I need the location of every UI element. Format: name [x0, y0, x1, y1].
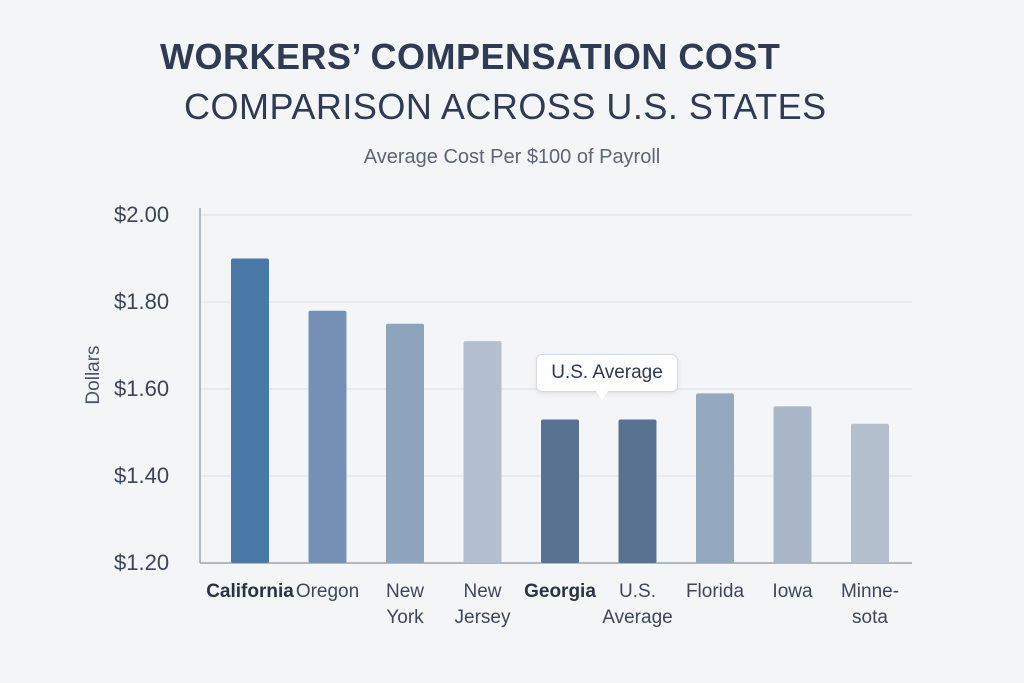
- bar: [386, 323, 424, 563]
- y-tick-label: $2.00: [114, 202, 169, 227]
- bar: [851, 423, 889, 563]
- y-axis-label: Dollars: [83, 345, 104, 404]
- callout-tail: [596, 391, 608, 400]
- chart-title-line1: WORKERS’ COMPENSATION COST: [160, 36, 781, 77]
- x-tick-label: Minne-: [841, 581, 899, 602]
- x-tick-label: Georgia: [524, 581, 596, 602]
- y-tick-label: $1.60: [114, 376, 169, 401]
- bar: [618, 419, 657, 563]
- x-tick-label: New: [463, 581, 501, 602]
- x-tick-label: Jersey: [455, 607, 511, 628]
- x-tick-label: Florida: [686, 581, 745, 602]
- x-tick-label: Average: [602, 607, 672, 628]
- y-tick-label: $1.80: [114, 289, 169, 314]
- x-tick-label: U.S.: [619, 581, 656, 602]
- bar: [463, 341, 502, 563]
- x-tick-label: California: [206, 581, 294, 602]
- us-average-callout: U.S. Average: [536, 354, 678, 392]
- chart-subtitle: Average Cost Per $100 of Payroll: [363, 146, 661, 168]
- chart-title-line2: COMPARISON ACROSS U.S. STATES: [184, 86, 827, 127]
- bar: [231, 258, 269, 563]
- x-tick-label: Iowa: [772, 581, 813, 602]
- bar: [308, 310, 347, 563]
- x-tick-label: Oregon: [296, 581, 359, 602]
- x-tick-label: York: [386, 607, 424, 628]
- x-tick-label: New: [386, 581, 424, 602]
- y-tick-label: $1.40: [114, 463, 169, 488]
- y-tick-label: $1.20: [114, 550, 169, 575]
- x-tick-label: sota: [852, 607, 888, 628]
- bar: [773, 406, 812, 563]
- bar: [696, 393, 734, 563]
- bar: [541, 419, 579, 563]
